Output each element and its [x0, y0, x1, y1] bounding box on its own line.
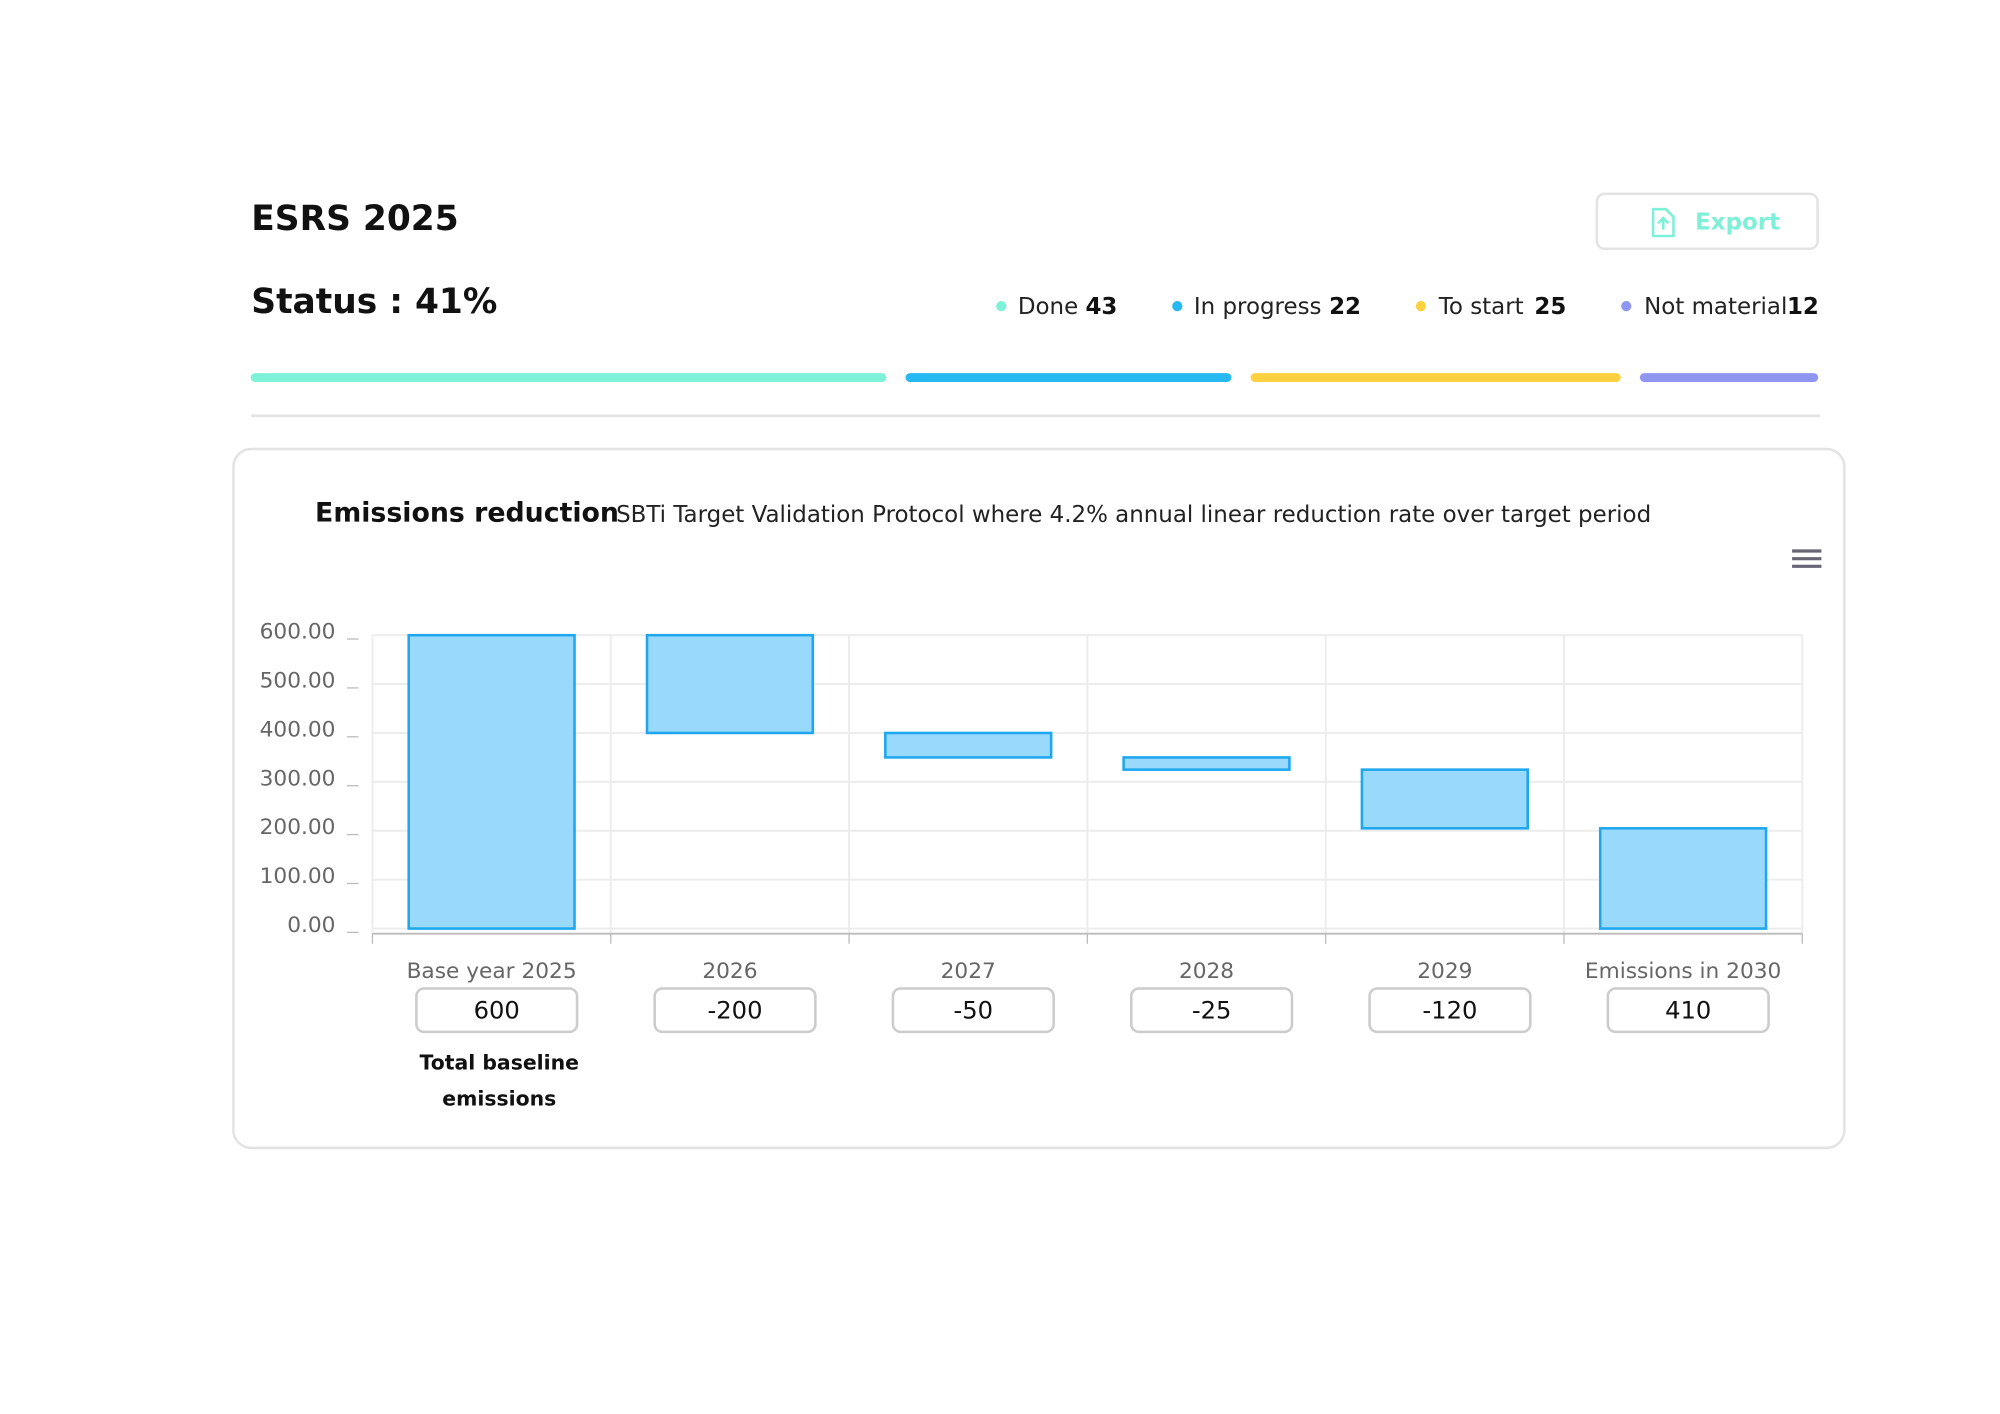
value-input: [415, 987, 579, 1034]
legend-name: In progress: [1194, 294, 1322, 320]
y-tick-label: 600.00: [260, 620, 336, 645]
value-input-text: -120: [1422, 996, 1477, 1024]
value-input-text: 600: [474, 996, 520, 1024]
legend-count: 43: [1085, 294, 1117, 320]
y-tick-label: 300.00: [260, 766, 336, 791]
bar: [1598, 827, 1768, 930]
value-input: [653, 987, 817, 1034]
legend-count: 12: [1787, 294, 1819, 320]
value-input-text: -200: [708, 996, 763, 1024]
legend-name: Not material: [1644, 294, 1787, 320]
x-tick-label: Base year 2025: [407, 959, 577, 984]
bar: [1360, 768, 1530, 830]
legend-dot: [996, 301, 1007, 312]
y-tick-label: 200.00: [260, 815, 336, 840]
x-tick-label: 2027: [941, 959, 996, 984]
x-tick-label: 2029: [1417, 959, 1472, 984]
bar: [1122, 756, 1291, 771]
chart-menu[interactable]: [1792, 549, 1822, 568]
bar: [884, 731, 1053, 759]
legend-dot: [1415, 301, 1427, 312]
value-input: [1129, 987, 1294, 1034]
y-tick-label: 100.00: [260, 864, 336, 889]
bar: [645, 633, 815, 735]
value-input: [891, 987, 1055, 1034]
legend-dot: [1172, 301, 1183, 312]
y-tick-label: 0.00: [287, 913, 335, 938]
legend-dot: [1621, 301, 1632, 312]
y-tick-label: 400.00: [260, 717, 336, 742]
bar: [407, 633, 576, 930]
export-icon: [1651, 207, 1675, 238]
legend-name: Done: [1018, 294, 1078, 320]
menu-icon[interactable]: [1792, 549, 1822, 568]
x-tick-label: Emissions in 2030: [1585, 959, 1781, 984]
value-input-text: -25: [1192, 996, 1232, 1024]
legend-name: To start: [1438, 294, 1524, 320]
page-title: ESRS 2025: [251, 199, 458, 239]
status: Status : 41%: [251, 282, 497, 322]
export-label[interactable]: Export: [1695, 210, 1780, 236]
legend-count: 22: [1329, 294, 1361, 320]
chart-subtitle: SBTi Target Validation Protocol where 4.…: [616, 502, 1651, 528]
x-tick-label: 2028: [1179, 959, 1234, 984]
export-button[interactable]: Export: [1595, 192, 1819, 250]
value-input-text: 410: [1665, 996, 1711, 1024]
chart-card: [232, 447, 1846, 1150]
annotation: Total baseline emissions: [420, 1051, 579, 1111]
value-input: [1368, 987, 1532, 1034]
y-tick-label: 500.00: [260, 669, 336, 694]
value-input: [1606, 987, 1770, 1034]
x-tick-label: 2026: [702, 959, 757, 984]
chart-title: Emissions reduction: [315, 498, 619, 529]
value-input-text: -50: [954, 996, 994, 1024]
legend-count: 25: [1534, 294, 1566, 320]
